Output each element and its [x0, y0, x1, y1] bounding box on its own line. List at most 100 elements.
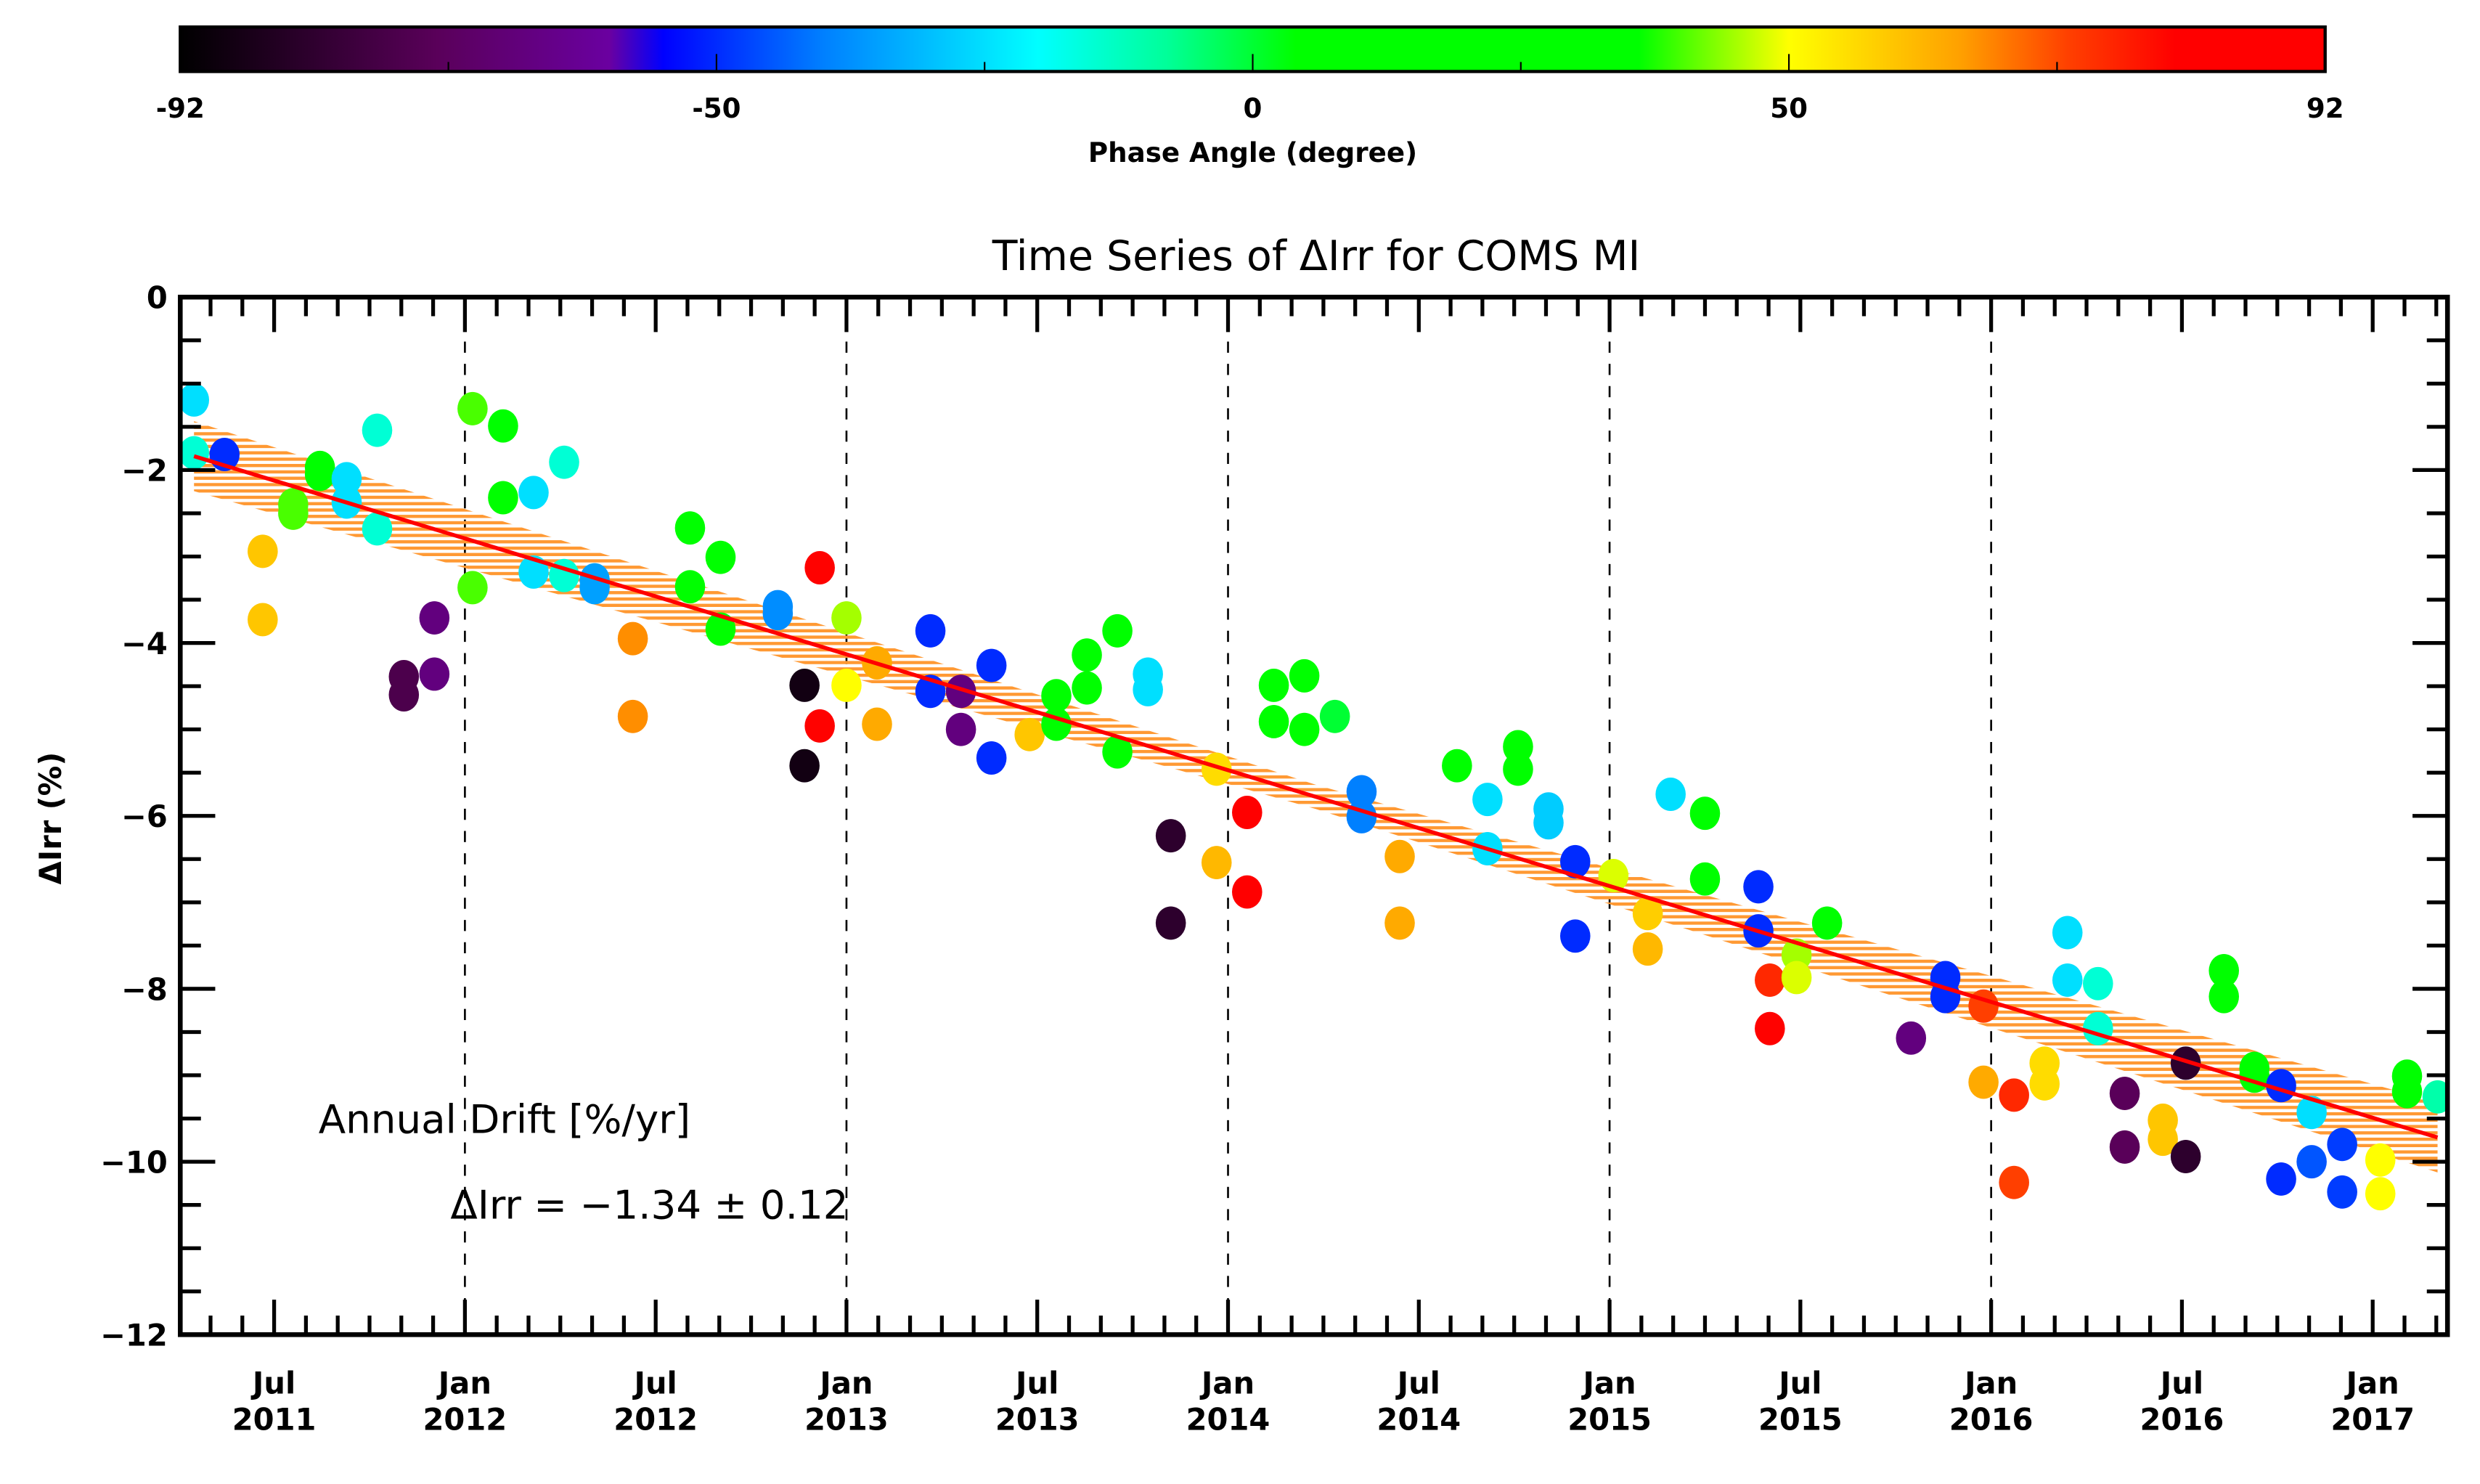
data-point [1632, 932, 1663, 966]
data-point [278, 496, 309, 530]
data-point [1755, 963, 1785, 998]
data-point [549, 445, 579, 479]
data-point [705, 540, 736, 574]
data-point [1155, 819, 1186, 853]
y-tick-label: −12 [100, 1318, 168, 1353]
x-tick-label-year: 2011 [232, 1402, 317, 1438]
data-point [388, 678, 420, 712]
x-tick-label-year: 2015 [1758, 1402, 1843, 1438]
data-point [789, 749, 820, 783]
data-point [457, 391, 488, 425]
data-point [1472, 783, 1503, 817]
x-tick-label-month: Jul [1013, 1365, 1059, 1401]
data-point [1999, 1165, 2029, 1199]
x-tick-label-year: 2012 [613, 1402, 698, 1438]
data-point [1559, 919, 1591, 953]
data-point [1781, 961, 1812, 995]
data-point [2365, 1177, 2396, 1211]
x-tick-label-year: 2013 [804, 1402, 889, 1438]
data-point [1231, 796, 1263, 829]
data-point [1072, 671, 1102, 705]
data-point [1559, 844, 1591, 878]
annotation-title: Annual Drift [%/yr] [319, 1096, 690, 1142]
data-point [488, 409, 518, 443]
data-point [180, 383, 210, 417]
y-tick-label: −2 [121, 453, 168, 489]
x-tick-label-year: 2012 [423, 1402, 507, 1438]
data-point [1133, 672, 1163, 706]
data-point [705, 612, 736, 646]
data-points [180, 383, 2448, 1211]
x-tick-label-year: 2016 [1949, 1402, 2034, 1438]
data-point [518, 555, 549, 589]
data-point [1632, 897, 1663, 931]
plot-frame [178, 294, 2450, 1337]
x-tick-label-month: Jan [1199, 1365, 1255, 1401]
x-tick-label-month: Jul [1777, 1365, 1822, 1401]
x-tick-label-month: Jul [250, 1365, 295, 1401]
data-point [2327, 1128, 2357, 1162]
data-point [2365, 1143, 2396, 1177]
data-point [2170, 1139, 2201, 1173]
data-point [331, 462, 362, 496]
data-point [1155, 906, 1186, 940]
data-point [2029, 1067, 2060, 1101]
data-point [1384, 839, 1415, 873]
x-tick-label-month: Jan [436, 1365, 491, 1401]
data-point [1755, 1011, 1785, 1045]
data-point [789, 668, 820, 702]
data-point [1533, 806, 1564, 840]
x-tick-label-year: 2016 [2140, 1402, 2224, 1438]
data-point [1289, 712, 1320, 746]
data-point [362, 512, 393, 546]
x-tick-label-month: Jul [632, 1365, 677, 1401]
data-point [1258, 704, 1289, 738]
data-point [2296, 1145, 2327, 1179]
data-point [1999, 1078, 2029, 1112]
data-point [674, 570, 706, 604]
data-point [1384, 906, 1415, 940]
y-tick-label: −8 [121, 971, 168, 1007]
data-point [488, 481, 518, 515]
fit-line-group [193, 454, 2439, 1140]
data-point [1689, 796, 1721, 831]
data-point [1289, 659, 1320, 693]
data-point [945, 712, 976, 746]
x-tick-label-year: 2014 [1186, 1402, 1270, 1438]
data-point [831, 601, 862, 635]
data-point [1442, 749, 1472, 783]
data-point [304, 457, 335, 492]
axis-ticks: 0−2−4−6−8−10−12Jul2011Jan2012Jul2012Jan2… [100, 280, 2448, 1438]
x-tick-label-month: Jan [2344, 1365, 2399, 1401]
y-axis-label: ΔIrr (%) [33, 752, 68, 885]
data-point [674, 511, 706, 545]
colorbar-tick-label: -50 [692, 92, 741, 124]
colorbar-tick-label: 92 [2306, 92, 2344, 124]
colorbar-label: Phase Angle (degree) [1088, 136, 1417, 168]
x-tick-label-year: 2014 [1376, 1402, 1461, 1438]
data-point [1014, 717, 1045, 751]
data-point [617, 699, 648, 733]
data-point [362, 413, 393, 447]
data-point [804, 551, 835, 584]
x-tick-label-month: Jul [2158, 1365, 2203, 1401]
data-point [1102, 735, 1133, 769]
data-point [1201, 752, 1232, 786]
data-point [2208, 979, 2240, 1014]
data-point [248, 534, 278, 568]
data-point [1072, 638, 1102, 672]
data-point [2109, 1077, 2140, 1111]
data-point [2266, 1162, 2296, 1196]
data-point [862, 707, 892, 741]
y-tick-label: −4 [121, 626, 168, 661]
y-tick-label: 0 [147, 280, 168, 316]
data-point [915, 613, 946, 648]
data-point [518, 476, 549, 510]
data-point [762, 597, 794, 631]
data-point [1689, 862, 1721, 896]
data-point [976, 741, 1007, 775]
colorbar-tick-label: -92 [156, 92, 205, 124]
data-point [804, 709, 835, 743]
colorbar: -92 -50 0 50 92 Phase Angle (degree) [156, 25, 2344, 168]
